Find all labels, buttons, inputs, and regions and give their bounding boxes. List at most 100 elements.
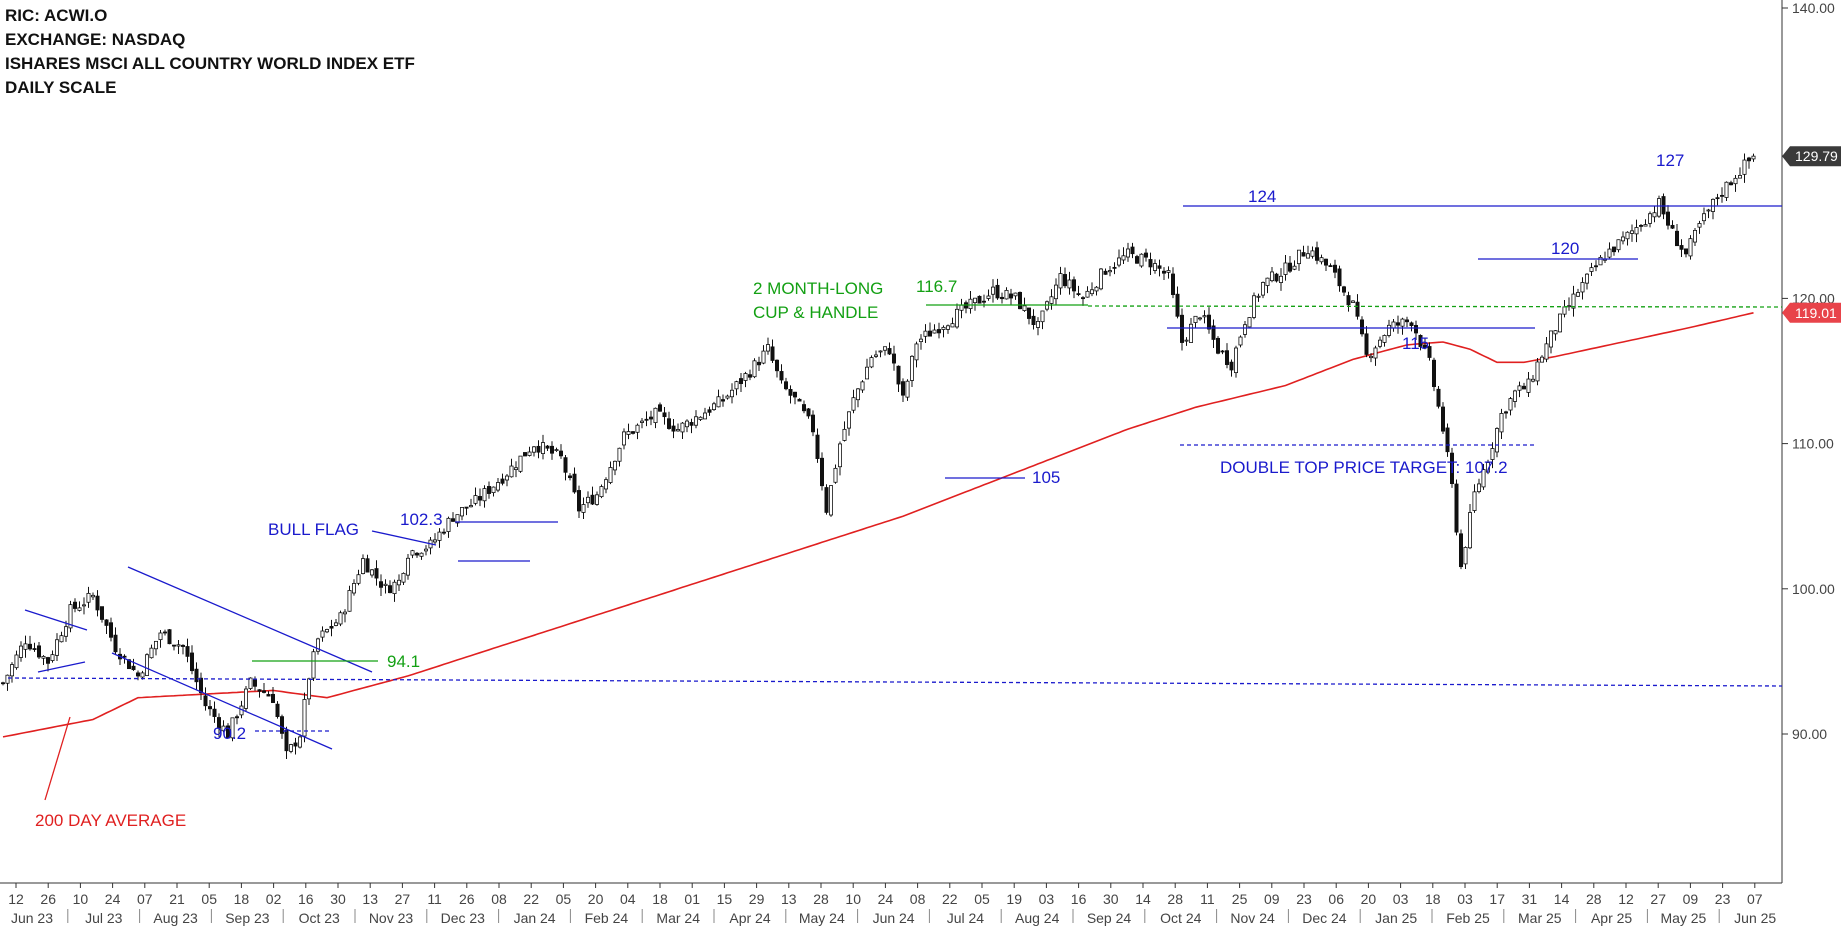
candle-body bbox=[847, 411, 852, 429]
x-tick-label: 17 bbox=[1489, 891, 1505, 907]
candle bbox=[1346, 291, 1351, 312]
candle-body bbox=[1297, 249, 1302, 265]
candle bbox=[77, 601, 82, 612]
ma-value-tag-shape bbox=[1782, 302, 1841, 323]
candle-body bbox=[1139, 253, 1144, 267]
candle-body bbox=[194, 668, 199, 683]
candle-body bbox=[919, 338, 924, 343]
candle-body bbox=[1364, 333, 1369, 355]
candle bbox=[1441, 402, 1446, 435]
candle-body bbox=[1270, 271, 1275, 282]
month-label: Oct 23 bbox=[299, 910, 340, 926]
candle bbox=[1585, 273, 1590, 290]
channel-upper-line bbox=[127, 566, 373, 673]
candle bbox=[1486, 459, 1491, 475]
x-tick-label: 19 bbox=[1006, 891, 1022, 907]
candle-body bbox=[1198, 317, 1203, 320]
candle-body bbox=[1684, 248, 1689, 255]
candle bbox=[797, 398, 802, 402]
candle-body bbox=[608, 467, 613, 483]
candle-body bbox=[122, 655, 127, 658]
candle-body bbox=[937, 329, 942, 334]
candle bbox=[1598, 255, 1603, 266]
month-label: Nov 23 bbox=[369, 910, 414, 926]
candle bbox=[1211, 319, 1216, 348]
x-tick-label: 12 bbox=[1618, 891, 1634, 907]
candle-body bbox=[586, 496, 591, 504]
candle-body bbox=[1733, 177, 1738, 185]
candle bbox=[473, 487, 478, 506]
candle bbox=[559, 444, 564, 459]
candle bbox=[234, 714, 239, 725]
candle-body bbox=[306, 678, 311, 700]
candle bbox=[1301, 245, 1306, 257]
candle bbox=[365, 554, 370, 573]
candle bbox=[595, 491, 600, 506]
candle-body bbox=[1612, 246, 1617, 253]
candle-body bbox=[509, 465, 514, 478]
candle-body bbox=[149, 647, 154, 659]
candle bbox=[968, 290, 973, 314]
candle bbox=[1459, 529, 1464, 570]
candle-body bbox=[1706, 209, 1711, 212]
candle-body bbox=[1373, 347, 1378, 359]
candle-body bbox=[1351, 300, 1356, 303]
candle-body bbox=[410, 550, 415, 556]
candle bbox=[640, 418, 645, 429]
candle-body bbox=[27, 643, 32, 650]
candle-body bbox=[617, 447, 622, 462]
candle-body bbox=[1040, 310, 1045, 323]
candle-body bbox=[1094, 286, 1099, 292]
candle bbox=[423, 545, 428, 556]
candle-body bbox=[640, 420, 645, 423]
candle bbox=[761, 345, 766, 365]
candle-body bbox=[1022, 305, 1027, 311]
candle bbox=[1072, 276, 1077, 299]
candle-body bbox=[622, 431, 627, 446]
candle-body bbox=[518, 455, 523, 472]
candle-body bbox=[1576, 292, 1581, 297]
candle-body bbox=[46, 657, 51, 664]
candle-body bbox=[694, 416, 699, 426]
candle-body bbox=[0, 682, 6, 685]
candle-body bbox=[167, 629, 172, 645]
candle-body bbox=[1202, 315, 1207, 318]
candle-body bbox=[23, 643, 28, 650]
candle bbox=[158, 630, 163, 648]
candle bbox=[1702, 207, 1707, 225]
candle bbox=[1391, 318, 1396, 332]
candle-body bbox=[626, 431, 631, 435]
candle-body bbox=[905, 380, 910, 398]
candle bbox=[86, 586, 91, 608]
candle-body bbox=[1571, 293, 1576, 309]
candle bbox=[1144, 248, 1149, 262]
x-tick-label: 03 bbox=[1393, 891, 1409, 907]
candle-body bbox=[14, 654, 19, 669]
candle bbox=[1297, 249, 1302, 271]
candle bbox=[1004, 287, 1009, 300]
candle-body bbox=[1729, 182, 1734, 186]
candle-body bbox=[914, 343, 919, 361]
y-tick-label: 90.00 bbox=[1792, 726, 1827, 742]
candle-body bbox=[527, 451, 532, 456]
candle bbox=[910, 355, 915, 387]
candle bbox=[1081, 296, 1086, 306]
candle bbox=[995, 278, 1000, 300]
res-120-label: 120 bbox=[1551, 239, 1579, 258]
candle bbox=[1711, 198, 1716, 220]
candle-body bbox=[712, 403, 717, 410]
candle-body bbox=[1697, 223, 1702, 228]
candle-body bbox=[860, 381, 865, 391]
candle-body bbox=[1715, 197, 1720, 200]
x-tick-label: 28 bbox=[813, 891, 829, 907]
candle bbox=[1670, 220, 1675, 229]
candle-body bbox=[383, 583, 388, 586]
candle-body bbox=[1000, 296, 1005, 300]
candle-body bbox=[1387, 324, 1392, 336]
candle-body bbox=[1382, 335, 1387, 343]
candle bbox=[1274, 272, 1279, 283]
candle-body bbox=[401, 572, 406, 583]
candle-body bbox=[968, 298, 973, 310]
candle-body bbox=[1472, 491, 1477, 511]
candle-body bbox=[829, 485, 834, 516]
